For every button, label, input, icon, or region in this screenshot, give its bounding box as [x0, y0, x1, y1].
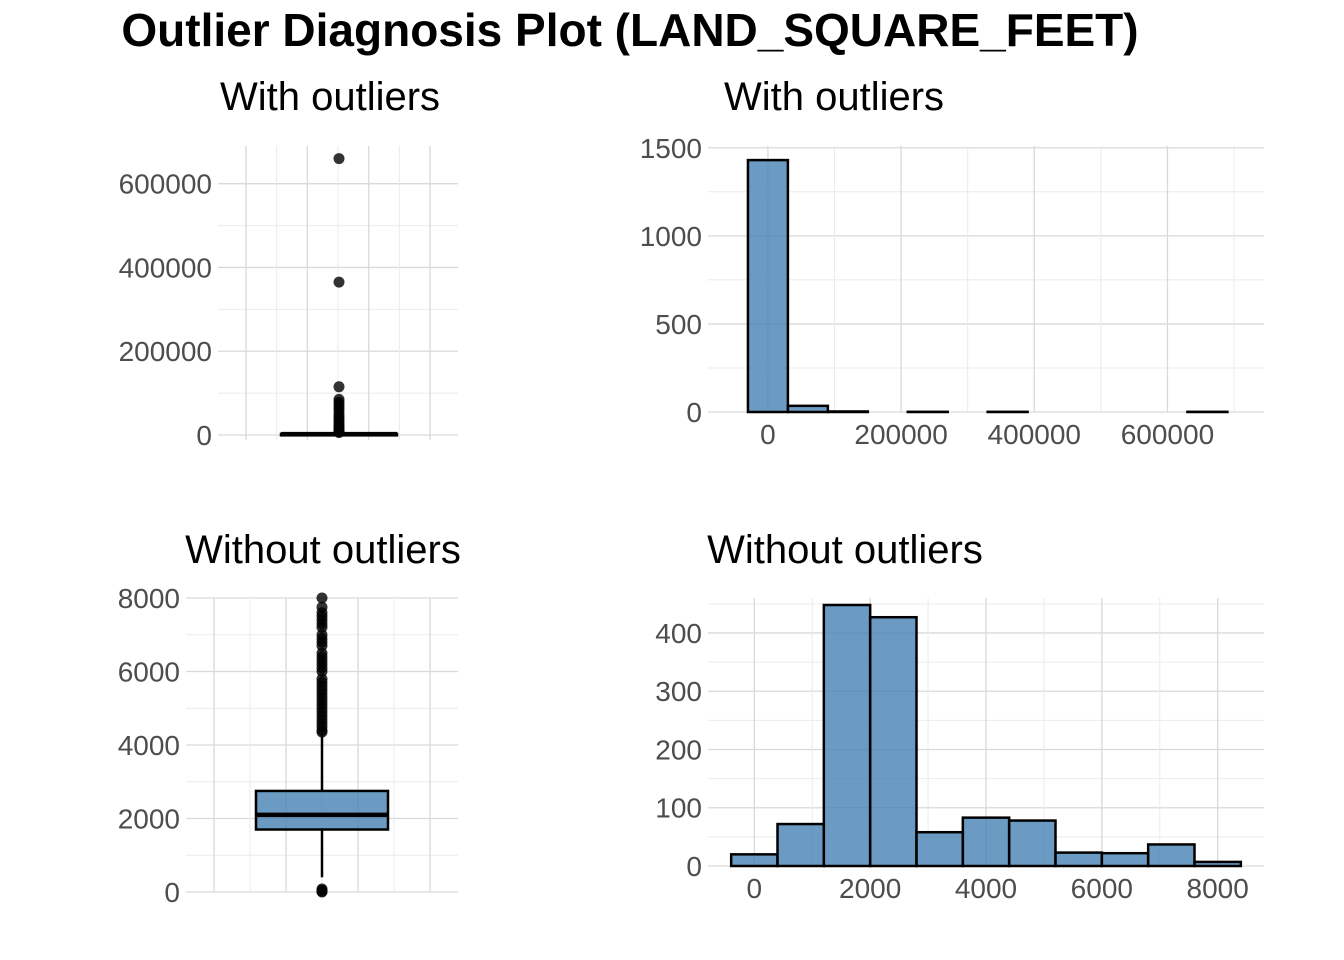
x-tick-label: 200000: [854, 419, 947, 450]
y-tick-label: 6000: [118, 657, 180, 688]
histogram-bar: [1146, 843, 1196, 868]
panel-title: Without outliers: [707, 528, 983, 572]
x-tick-label: 2000: [839, 873, 901, 904]
outlier-point: [316, 726, 328, 738]
panel-title: With outliers: [724, 75, 944, 119]
x-tick-label: 6000: [1071, 873, 1133, 904]
panel-4: Without outliers 0 2000 4000 6000 8000 0 100 200…: [655, 528, 1264, 904]
panel-3: Without outliers 0 2000 4000 6000 8000: [118, 528, 461, 908]
x-tick-label: 4000: [955, 873, 1017, 904]
histogram-bar: [915, 830, 965, 868]
y-tick-label: 0: [686, 851, 702, 882]
histogram-bar: [826, 410, 870, 414]
histogram-bar: [1054, 851, 1104, 868]
y-tick-label: 1500: [640, 133, 702, 164]
panel-title: With outliers: [220, 75, 440, 119]
y-tick-label: 8000: [118, 583, 180, 614]
outlier-point: [333, 426, 345, 438]
y-tick-label: 0: [164, 877, 180, 908]
outlier-point: [333, 276, 345, 288]
panel-1: With outliers 0 200000 400000 600000: [119, 75, 458, 451]
y-tick-label: 400: [655, 618, 702, 649]
histogram-bar: [961, 816, 1011, 868]
x-tick-label: 0: [760, 419, 776, 450]
y-tick-label: 200: [655, 734, 702, 765]
outlier-point: [333, 153, 345, 165]
histogram-bar: [1193, 860, 1243, 868]
panel-2: With outliers 0 200000 400000 600000 0 500 1000…: [640, 75, 1264, 450]
histogram-bar: [1100, 851, 1150, 868]
histogram-bar: [776, 822, 826, 868]
x-tick-label: 400000: [988, 419, 1081, 450]
y-tick-label: 500: [655, 309, 702, 340]
histogram-bar: [786, 404, 830, 414]
outlier-point: [316, 886, 328, 898]
figure-title: Outlier Diagnosis Plot (LAND_SQUARE_FEET…: [121, 4, 1138, 56]
outlier-point: [316, 592, 328, 604]
histogram-bar: [746, 158, 790, 414]
histogram-bar: [822, 603, 872, 868]
x-tick-label: 0: [747, 873, 763, 904]
y-tick-label: 100: [655, 793, 702, 824]
y-tick-label: 200000: [119, 336, 212, 367]
histogram-bar: [868, 615, 918, 868]
y-tick-label: 600000: [119, 169, 212, 200]
y-tick-label: 1000: [640, 221, 702, 252]
y-tick-label: 0: [196, 420, 212, 451]
histogram-bar: [729, 853, 779, 868]
y-tick-label: 400000: [119, 252, 212, 283]
x-tick-label: 600000: [1121, 419, 1214, 450]
box: [254, 789, 390, 831]
y-tick-label: 2000: [118, 804, 180, 835]
panel-title: Without outliers: [185, 528, 461, 572]
y-tick-label: 300: [655, 676, 702, 707]
histogram-bar: [1007, 819, 1057, 868]
y-tick-label: 4000: [118, 730, 180, 761]
x-tick-label: 8000: [1187, 873, 1249, 904]
outlier-point: [333, 381, 345, 393]
y-tick-label: 0: [686, 397, 702, 428]
